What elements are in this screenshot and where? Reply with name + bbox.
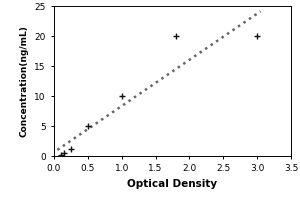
X-axis label: Optical Density: Optical Density	[128, 179, 218, 189]
Point	[68, 147, 73, 150]
Y-axis label: Concentration(ng/mL): Concentration(ng/mL)	[20, 25, 28, 137]
Point	[62, 151, 67, 155]
Point	[58, 154, 63, 157]
Point	[173, 34, 178, 38]
Point	[119, 94, 124, 98]
Point	[255, 34, 260, 38]
Point	[85, 124, 90, 128]
